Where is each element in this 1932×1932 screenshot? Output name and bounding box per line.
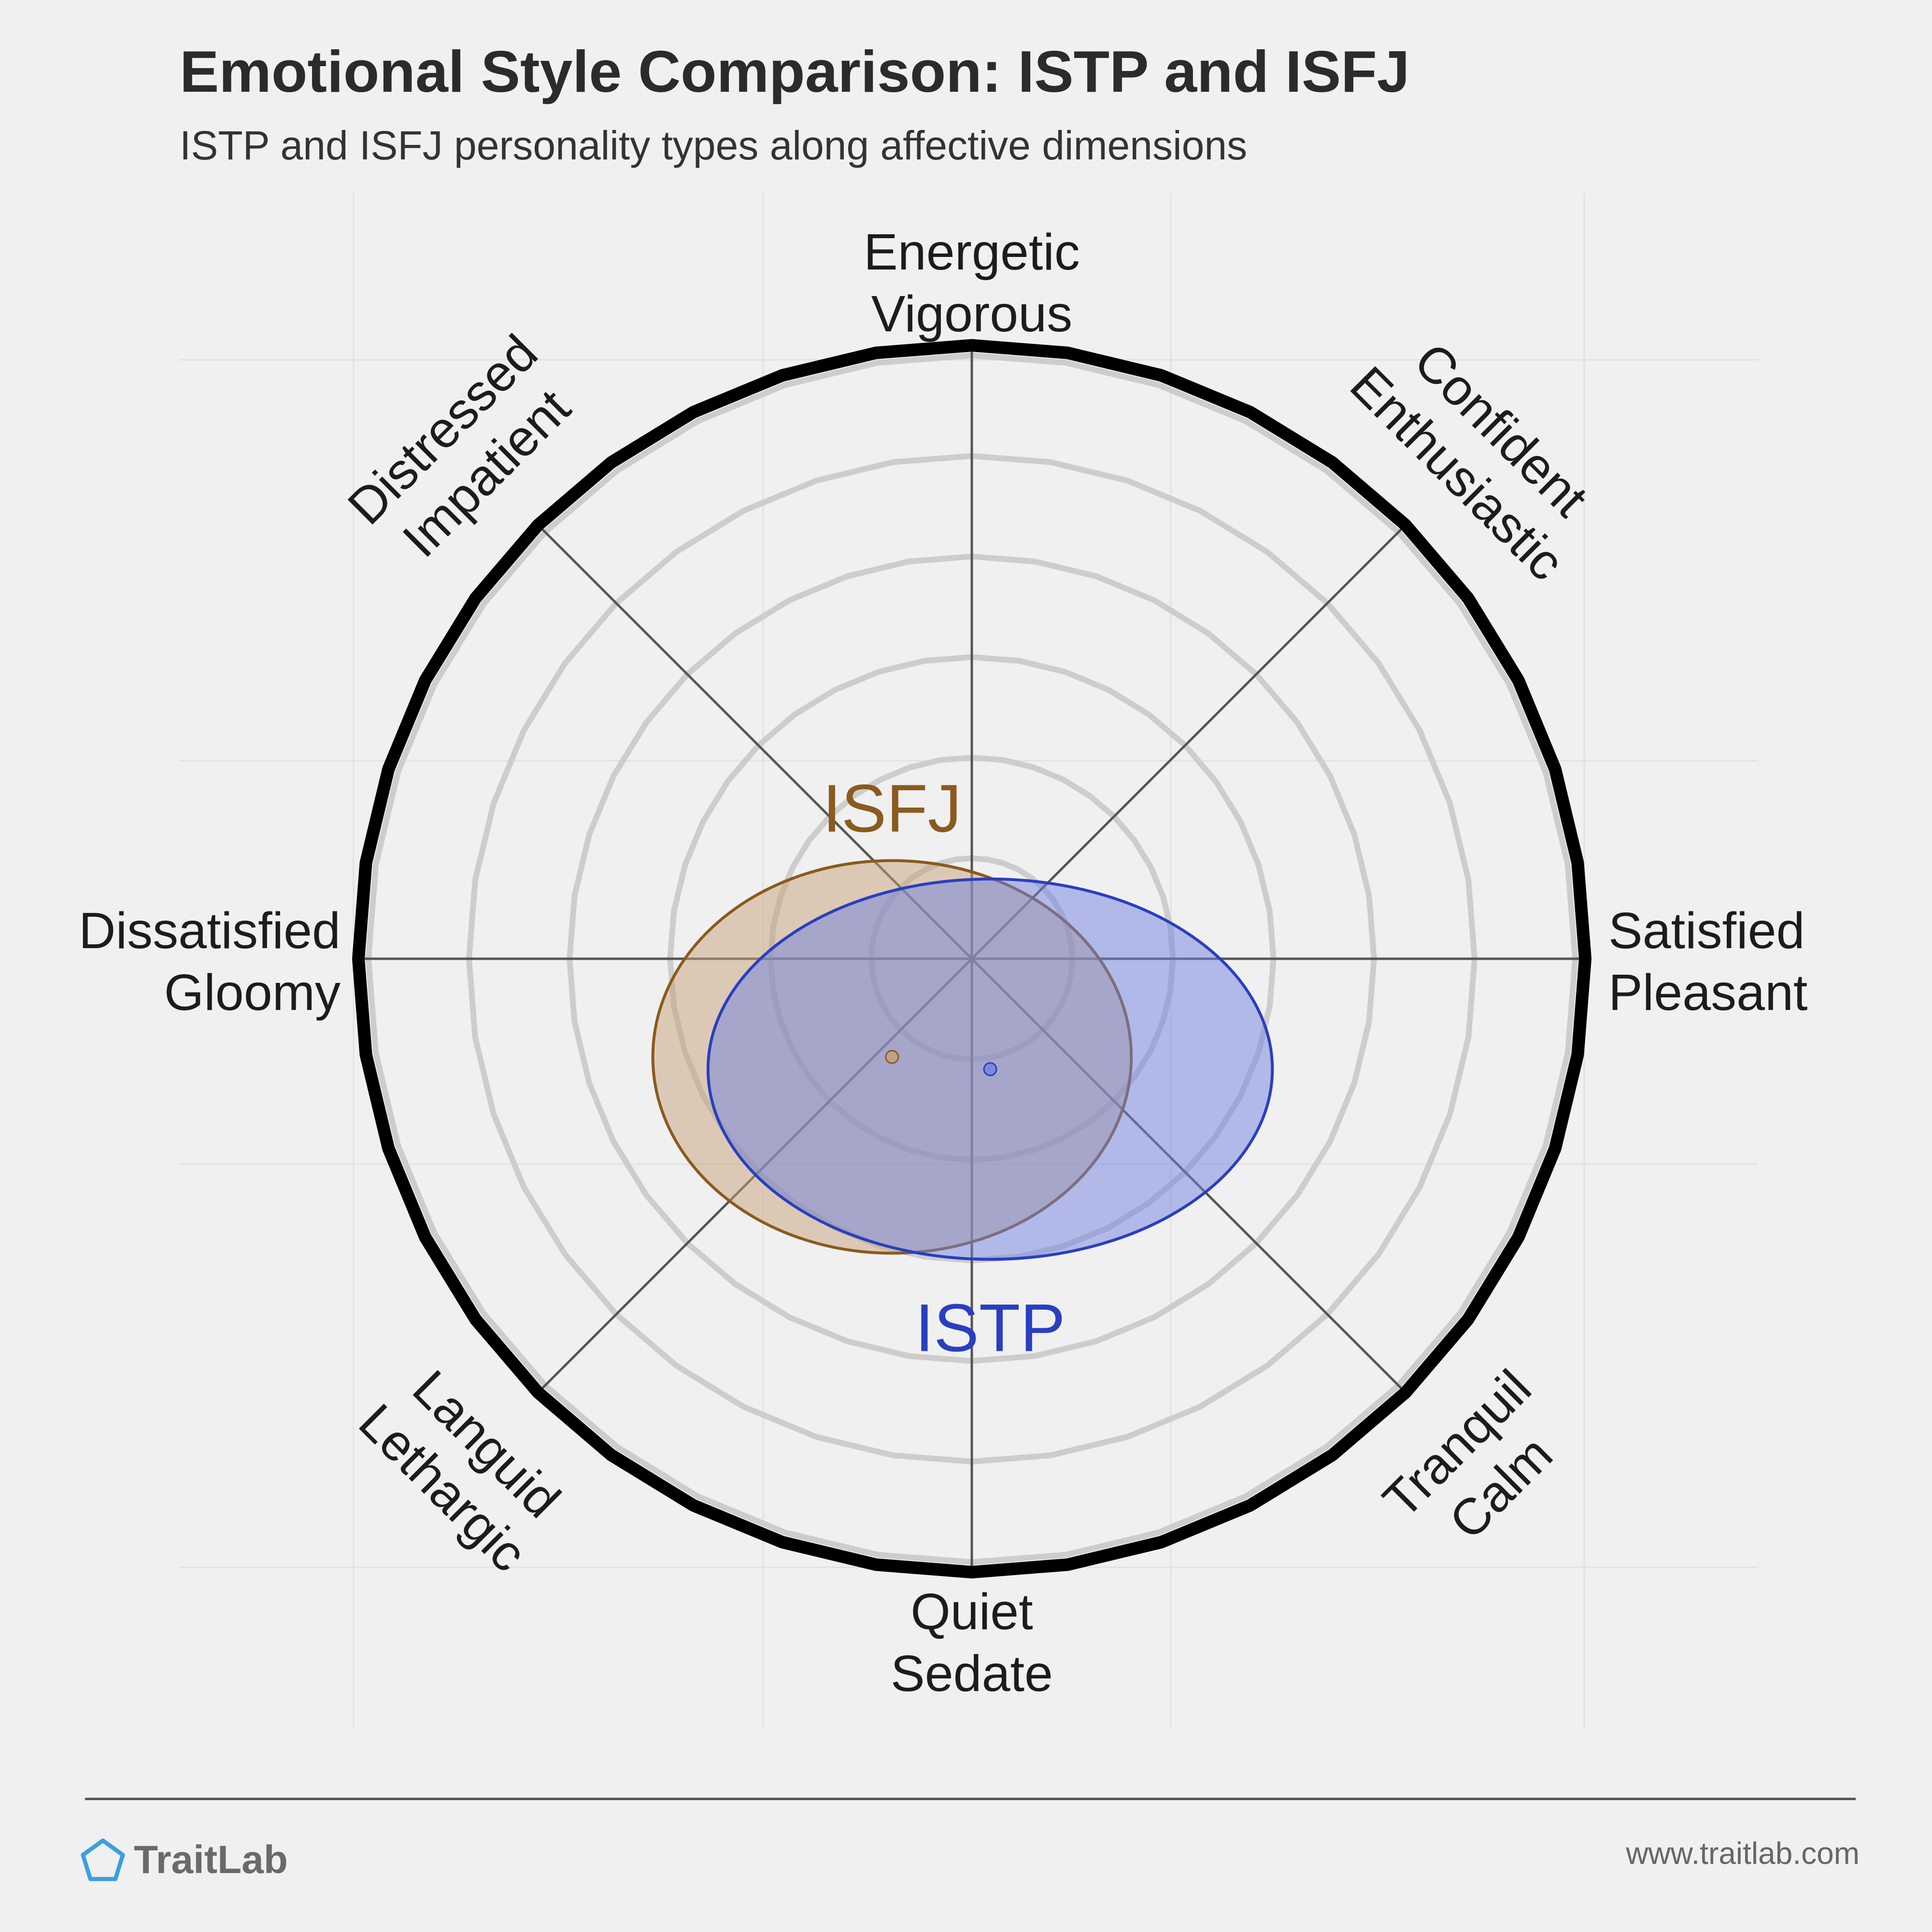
center-point-isfj <box>885 1050 899 1064</box>
series-group: ISFJ ISTP <box>651 770 1274 1365</box>
axis-label-text: Quiet Sedate <box>891 1583 1053 1702</box>
axis-label-line: Dissatisfied <box>79 902 341 959</box>
axis-label-line: Energetic <box>864 224 1080 281</box>
type-label-isfj: ISFJ <box>823 770 962 846</box>
type-label-istp: ISTP <box>915 1290 1065 1365</box>
axis-label-satisfied: Satisfied Pleasant <box>1608 902 1808 1021</box>
outer-circle-group <box>352 339 1591 1578</box>
axis-label-text: Satisfied Pleasant <box>1608 902 1808 1021</box>
axis-label-text: Dissatisfied Gloomy <box>79 902 341 1021</box>
axis-label-energetic: Energetic Vigorous <box>864 224 1080 342</box>
pentagon-logo-icon <box>81 1838 125 1881</box>
axis-label-line: Sedate <box>891 1645 1053 1702</box>
outer-circle <box>352 339 1591 1578</box>
chart-subtitle: ISTP and ISFJ personality types along af… <box>180 123 1248 168</box>
axis-label-line: Gloomy <box>164 964 341 1021</box>
brand: TraitLab <box>80 1833 288 1887</box>
axis-label-dissatisfied: Dissatisfied Gloomy <box>79 902 341 1021</box>
footer-divider <box>85 1798 1856 1800</box>
center-point-istp <box>983 1062 997 1077</box>
axis-label-line: Quiet <box>910 1583 1033 1640</box>
axis-label-line: Satisfied <box>1608 902 1805 959</box>
axis-label-quiet: Quiet Sedate <box>891 1583 1053 1702</box>
axis-label-text: Energetic Vigorous <box>864 224 1080 342</box>
site-url: www.traitlab.com <box>1626 1836 1860 1871</box>
axis-label-line: Pleasant <box>1608 964 1808 1021</box>
chart-title: Emotional Style Comparison: ISTP and ISF… <box>180 39 1410 104</box>
axis-label-line: Vigorous <box>871 285 1072 342</box>
brand-name: TraitLab <box>134 1838 288 1882</box>
